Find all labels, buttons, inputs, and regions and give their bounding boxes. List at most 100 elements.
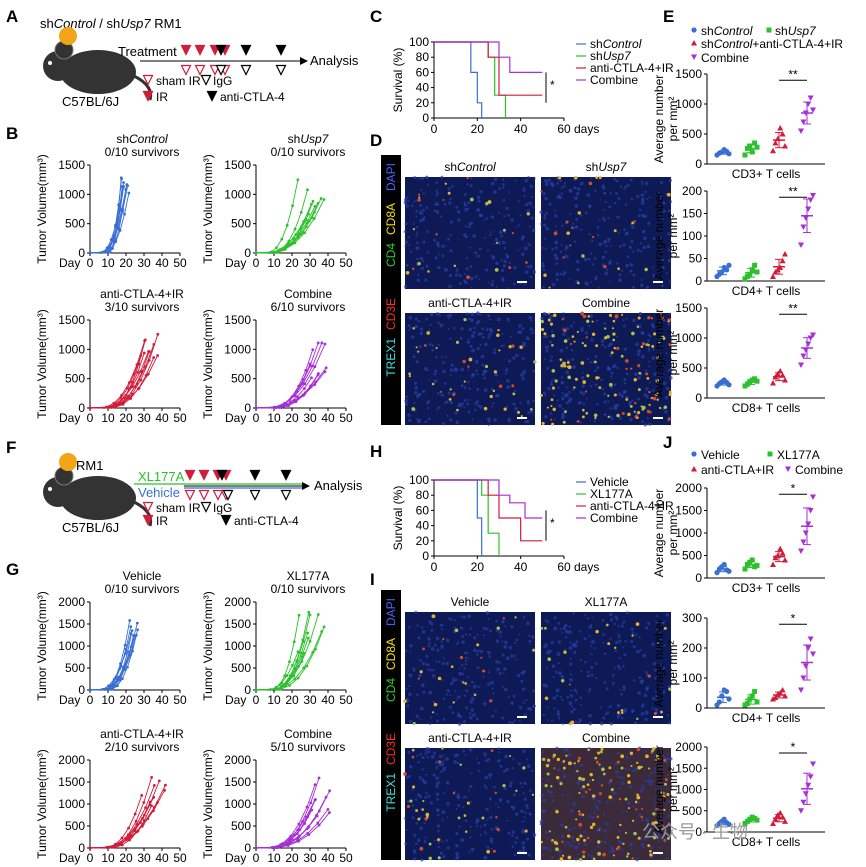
label-part: sh bbox=[701, 24, 714, 38]
nucleus-dot bbox=[442, 697, 446, 700]
label-part: anti-CTLA-4+IR bbox=[590, 61, 674, 75]
growth-curve bbox=[255, 342, 319, 409]
nucleus-dot bbox=[617, 231, 620, 234]
filled-triangle-icon bbox=[180, 44, 192, 56]
nucleus-dot bbox=[551, 183, 555, 188]
nucleus-dot bbox=[618, 656, 621, 660]
nucleus-dot bbox=[648, 381, 651, 384]
nucleus-dot bbox=[435, 776, 439, 780]
nucleus-dot bbox=[645, 387, 649, 391]
nucleus-dot bbox=[590, 665, 594, 669]
nucleus-dot bbox=[623, 378, 627, 382]
nucleus-dot bbox=[605, 268, 609, 272]
nucleus-dot bbox=[490, 828, 494, 831]
nucleus-dot bbox=[465, 706, 469, 710]
nucleus-dot bbox=[530, 319, 533, 322]
nucleus-dot bbox=[449, 368, 453, 372]
nucleus-dot bbox=[435, 408, 438, 411]
positive-cell-dot bbox=[463, 380, 466, 383]
nucleus-dot bbox=[648, 422, 652, 426]
nucleus-dot bbox=[523, 816, 526, 819]
nucleus-dot bbox=[518, 324, 522, 328]
legend-E: shControl shUsp7shControl+anti-CTLA-4+IRC… bbox=[691, 24, 843, 65]
nucleus-dot bbox=[463, 694, 467, 697]
nucleus-dot bbox=[548, 202, 552, 206]
nucleus-dot bbox=[505, 255, 510, 259]
nucleus-dot bbox=[427, 794, 431, 798]
nucleus-dot bbox=[581, 794, 585, 799]
growth-point bbox=[130, 392, 134, 396]
growth-point bbox=[290, 837, 294, 841]
nucleus-dot bbox=[498, 211, 501, 214]
growth-point bbox=[313, 798, 317, 802]
growth-point bbox=[311, 199, 315, 203]
nucleus-dot bbox=[609, 850, 612, 853]
nucleus-dot bbox=[518, 633, 521, 636]
growth-point bbox=[306, 631, 309, 635]
y-axis-label: per mm² bbox=[666, 214, 680, 259]
growth-point bbox=[120, 836, 124, 840]
panel-A: shControl / shUsp7 RM1C57BL/6JTreatmentA… bbox=[40, 16, 359, 109]
nucleus-dot bbox=[645, 687, 649, 692]
positive-cell-dot bbox=[540, 841, 543, 844]
nucleus-dot bbox=[482, 675, 485, 678]
nucleus-dot bbox=[529, 184, 534, 189]
arm-vehicle-label: Vehicle bbox=[138, 485, 180, 500]
nucleus-dot bbox=[528, 201, 533, 206]
nucleus-dot bbox=[449, 234, 452, 237]
growth-point bbox=[141, 816, 144, 820]
nucleus-dot bbox=[641, 786, 645, 790]
growth-point bbox=[312, 217, 316, 220]
nucleus-dot bbox=[573, 778, 575, 781]
nucleus-dot bbox=[621, 716, 624, 720]
nucleus-dot bbox=[554, 246, 558, 250]
y-tick-label: 2000 bbox=[675, 481, 702, 495]
nucleus-dot bbox=[501, 653, 505, 657]
label-part: sh bbox=[775, 24, 788, 38]
nucleus-dot bbox=[582, 830, 586, 834]
nucleus-dot bbox=[413, 176, 417, 180]
nucleus-dot bbox=[667, 209, 671, 213]
x-tick-label: 20 bbox=[471, 560, 485, 574]
nucleus-dot bbox=[656, 614, 659, 618]
positive-cell-dot bbox=[602, 772, 606, 776]
y-tick-label: 1500 bbox=[675, 761, 702, 775]
growth-point bbox=[288, 684, 291, 687]
growth-curve bbox=[255, 615, 300, 691]
nucleus-dot bbox=[625, 755, 629, 760]
positive-cell-dot bbox=[433, 702, 438, 707]
positive-cell-dot bbox=[566, 361, 570, 364]
nucleus-dot bbox=[618, 392, 622, 396]
positive-cell-dot bbox=[494, 791, 497, 795]
watermark: 公众号 · 生物 bbox=[642, 822, 748, 842]
positive-cell-dot bbox=[631, 331, 635, 336]
nucleus-dot bbox=[521, 356, 525, 360]
positive-cell-dot bbox=[652, 812, 656, 816]
label-part: RM1 bbox=[151, 16, 182, 31]
nucleus-dot bbox=[656, 833, 661, 838]
nucleus-dot bbox=[502, 183, 505, 186]
nucleus-dot bbox=[614, 201, 617, 205]
nucleus-dot bbox=[525, 202, 529, 207]
nucleus-dot bbox=[603, 813, 606, 816]
legend-label: shControl bbox=[701, 24, 753, 38]
nucleus-dot bbox=[543, 358, 546, 361]
nucleus-dot bbox=[550, 640, 554, 645]
open-triangle-icon bbox=[212, 489, 224, 501]
nucleus-dot bbox=[644, 369, 647, 372]
nucleus-dot bbox=[430, 669, 433, 672]
growth-point bbox=[133, 812, 137, 816]
dot-square bbox=[766, 27, 772, 33]
nucleus-dot bbox=[575, 640, 579, 644]
nucleus-dot bbox=[405, 204, 410, 208]
nucleus-dot bbox=[449, 197, 452, 201]
nucleus-dot bbox=[456, 641, 460, 644]
nucleus-dot bbox=[467, 398, 470, 401]
nucleus-dot bbox=[546, 789, 550, 794]
label-italic: Usp7 bbox=[300, 132, 329, 146]
positive-cell-dot bbox=[568, 722, 572, 726]
